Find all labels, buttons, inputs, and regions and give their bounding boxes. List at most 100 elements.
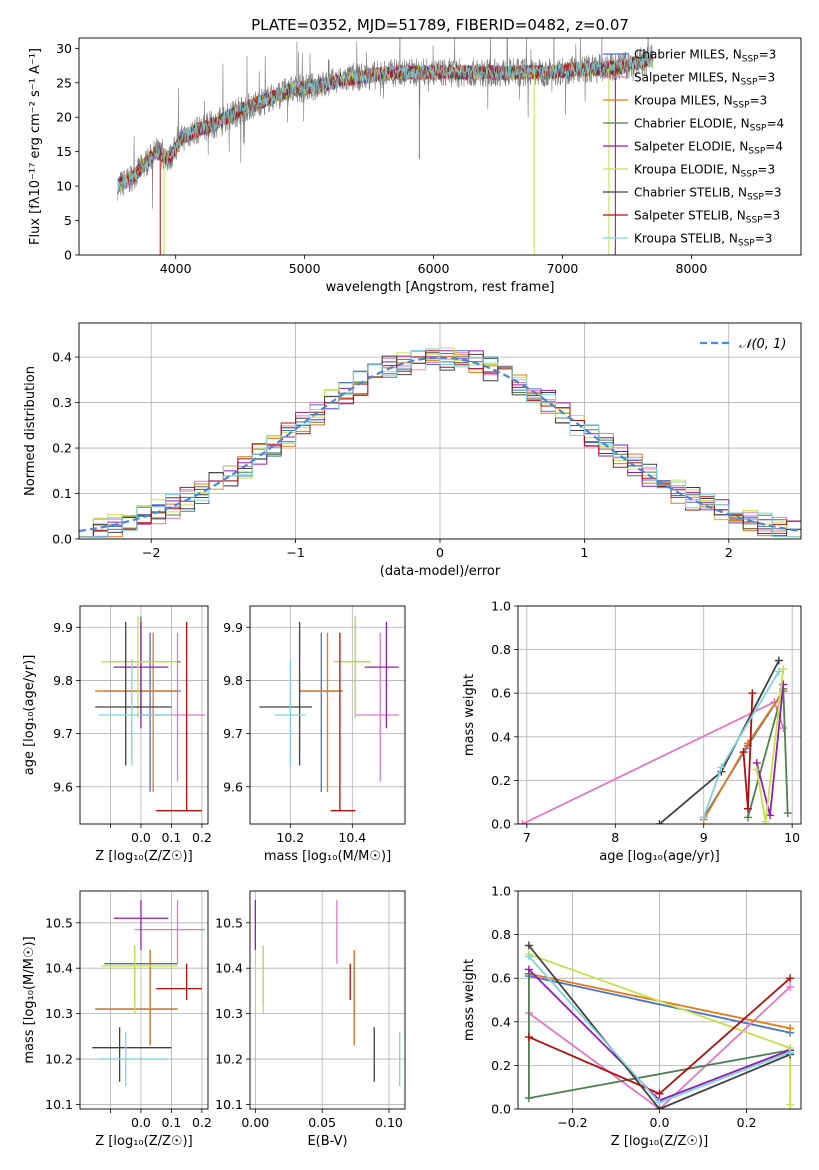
x-tick-label: 8000 bbox=[676, 261, 708, 276]
x-tick-label: 10.4 bbox=[338, 830, 366, 845]
legend-sub: SSP bbox=[741, 78, 758, 88]
y-tick-label: 1.0 bbox=[491, 599, 511, 614]
legend-sub: SSP bbox=[750, 124, 767, 134]
legend-tail: =4 bbox=[766, 117, 784, 131]
y-tick-label: 0 bbox=[64, 248, 72, 263]
panel-mass-vs-EBV: 0.00 0.05 0.10 10.1 10.2 10.3 10.4 10.5 E(B-V) bbox=[215, 890, 406, 1149]
x-axis-label: wavelength [Angstrom, rest frame] bbox=[326, 280, 555, 295]
legend-entry: Chabrier ELODIE, NSSP=4 bbox=[634, 117, 784, 134]
legend-entry: Kroupa ELODIE, NSSP=3 bbox=[634, 163, 775, 180]
x-tick-label: 2 bbox=[725, 545, 733, 560]
legend-entry: Chabrier MILES, NSSP=3 bbox=[634, 48, 776, 65]
mass-weight-marker bbox=[786, 1048, 795, 1057]
legend-label: Chabrier STELIB, N bbox=[634, 186, 747, 200]
panel-residuals: −2 −1 0 1 2 0.0 0.1 0.2 0.3 0.4 (data-model)/error… bbox=[23, 322, 802, 579]
legend-label: Kroupa MILES, N bbox=[634, 94, 733, 108]
y-tick-label: 10 bbox=[56, 179, 72, 194]
y-tick-label: 10.2 bbox=[45, 1052, 73, 1067]
x-tick-label: 0 bbox=[436, 545, 444, 560]
x-tick-label: 8 bbox=[611, 830, 619, 845]
y-tick-label: 1.0 bbox=[491, 884, 511, 899]
mass-weight-marker bbox=[524, 965, 533, 974]
x-tick-label: 4000 bbox=[160, 261, 192, 276]
y-tick-label: 9.6 bbox=[223, 779, 243, 794]
x-tick-label: 10 bbox=[784, 830, 800, 845]
x-tick-label: −1 bbox=[286, 545, 304, 560]
y-axis-label: Flux [fλ10⁻¹⁷ erg cm⁻² s⁻¹ A⁻¹] bbox=[28, 48, 43, 245]
legend-sub: SSP bbox=[742, 55, 759, 65]
mass-weight-marker bbox=[743, 804, 752, 813]
y-tick-label: 0.2 bbox=[52, 441, 72, 456]
legend-sub: SSP bbox=[748, 147, 765, 157]
x-axis-label: Z [log₁₀(Z/Z☉)] bbox=[611, 1134, 708, 1149]
mass-weight-marker bbox=[783, 809, 792, 818]
mass-weight-marker bbox=[717, 763, 726, 772]
y-tick-label: 0.6 bbox=[491, 686, 511, 701]
y-tick-label: 10.1 bbox=[215, 1097, 243, 1112]
y-axis-label: mass weight bbox=[462, 674, 477, 756]
legend-entry: Salpeter MILES, NSSP=3 bbox=[634, 71, 775, 88]
legend-tail: =3 bbox=[763, 209, 781, 223]
plot-area-mass-vs-EBV bbox=[254, 900, 401, 1087]
residual-histogram bbox=[79, 348, 801, 538]
axes-frame bbox=[517, 890, 802, 1110]
x-tick-label: 0.2 bbox=[192, 830, 212, 845]
legend-label: Chabrier MILES, N bbox=[634, 48, 742, 62]
mass-weight-line bbox=[528, 944, 791, 1109]
axes-frame bbox=[517, 605, 802, 825]
data-spectrum bbox=[117, 38, 653, 209]
mass-weight-marker bbox=[786, 1024, 795, 1033]
model-spectrum bbox=[117, 51, 653, 194]
x-tick-label: 9 bbox=[700, 830, 708, 845]
mass-weight-marker bbox=[786, 974, 795, 983]
mass-weight-marker bbox=[766, 811, 775, 820]
y-tick-label: 0.0 bbox=[52, 532, 72, 547]
x-tick-label: 10.2 bbox=[276, 830, 304, 845]
x-tick-label: −2 bbox=[142, 545, 160, 560]
y-tick-label: 9.8 bbox=[53, 673, 73, 688]
x-tick-label: 0.0 bbox=[650, 1115, 670, 1130]
x-axis-label: Z [log₁₀(Z/Z☉)] bbox=[95, 1134, 192, 1149]
y-tick-label: 25 bbox=[56, 75, 72, 90]
y-tick-label: 9.8 bbox=[223, 673, 243, 688]
x-tick-label: 0.2 bbox=[192, 1115, 212, 1130]
panel-mass-vs-Z: 0.0 0.1 0.2 10.1 10.2 10.3 10.4 10.5 Z [log₁₀(Z/… bbox=[22, 890, 212, 1149]
panel-mass-weight-vs-age: 7 8 9 10 0.0 0.2 0.4 0.6 0.8 1.0 age [log₁₀(age/yr… bbox=[462, 599, 802, 864]
legend-label: Kroupa STELIB, N bbox=[634, 232, 738, 246]
mass-weight-marker bbox=[655, 1098, 664, 1107]
x-tick-label: 0.05 bbox=[308, 1115, 336, 1130]
y-tick-label: 20 bbox=[56, 110, 72, 125]
legend-label: Kroupa ELODIE, N bbox=[634, 163, 741, 177]
legend-entry: Salpeter ELODIE, NSSP=4 bbox=[634, 140, 783, 157]
x-axis-label: E(B-V) bbox=[307, 1134, 347, 1149]
plot-area-spectrum bbox=[117, 38, 653, 255]
mass-weight-marker bbox=[524, 952, 533, 961]
mass-weight-marker bbox=[774, 667, 783, 676]
mass-weight-marker bbox=[655, 820, 664, 824]
legend-label: Salpeter STELIB, N bbox=[634, 209, 746, 223]
y-tick-label: 0.2 bbox=[491, 773, 511, 788]
y-tick-label: 0.8 bbox=[491, 642, 511, 657]
legend-sub: SSP bbox=[741, 170, 758, 180]
plot-area-mass-weight-vs-age bbox=[518, 656, 792, 824]
mass-weight-marker bbox=[524, 941, 533, 950]
x-axis-label: mass [log₁₀(M/M☉)] bbox=[264, 849, 391, 864]
axes-frame bbox=[79, 605, 209, 825]
axes-frame bbox=[78, 37, 802, 256]
y-tick-label: 10.3 bbox=[45, 1006, 73, 1021]
y-tick-label: 10.4 bbox=[215, 961, 243, 976]
x-tick-label: 0.0 bbox=[131, 830, 151, 845]
x-tick-label: 0.0 bbox=[131, 1115, 151, 1130]
plot-area-residuals bbox=[79, 347, 801, 538]
x-axis-label: age [log₁₀(age/yr)] bbox=[599, 849, 720, 864]
y-tick-label: 9.7 bbox=[53, 726, 73, 741]
y-tick-label: 9.6 bbox=[53, 779, 73, 794]
y-tick-label: 9.9 bbox=[223, 620, 243, 635]
mass-weight-marker bbox=[524, 1094, 533, 1103]
legend-entry: Kroupa MILES, NSSP=3 bbox=[634, 94, 767, 111]
axes-frame bbox=[249, 890, 406, 1110]
y-tick-label: 0.1 bbox=[52, 486, 72, 501]
y-tick-label: 10.5 bbox=[45, 915, 73, 930]
y-axis-label: Normed distribution bbox=[23, 366, 38, 496]
